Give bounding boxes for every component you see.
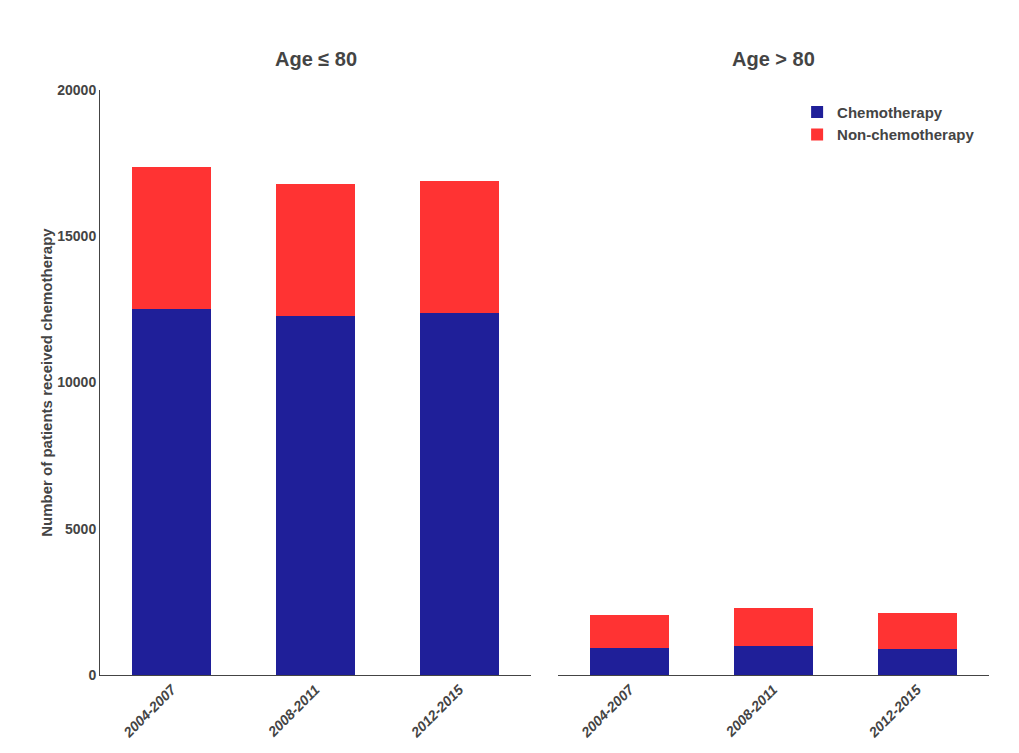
svg-text:15000: 15000 (57, 228, 96, 244)
svg-text:2012-2015: 2012-2015 (407, 681, 467, 741)
svg-text:20000: 20000 (57, 82, 96, 98)
svg-text:2008-2011: 2008-2011 (264, 681, 323, 740)
svg-text:2008-2011: 2008-2011 (722, 681, 781, 740)
svg-text:5000: 5000 (65, 521, 96, 537)
svg-text:Number of patients received ch: Number of patients received chemotherapy (38, 228, 55, 537)
svg-text:0: 0 (88, 667, 96, 683)
svg-text:10000: 10000 (57, 374, 96, 390)
svg-text:Chemotherapy: Chemotherapy (837, 104, 943, 121)
svg-text:Non-chemotherapy: Non-chemotherapy (837, 126, 974, 143)
svg-text:2004-2007: 2004-2007 (120, 681, 180, 741)
svg-text:2004-2007: 2004-2007 (577, 681, 637, 741)
svg-text:Age ≤ 80: Age ≤ 80 (275, 48, 357, 70)
svg-text:2012-2015: 2012-2015 (865, 681, 925, 741)
svg-text:Age > 80: Age > 80 (732, 48, 815, 70)
